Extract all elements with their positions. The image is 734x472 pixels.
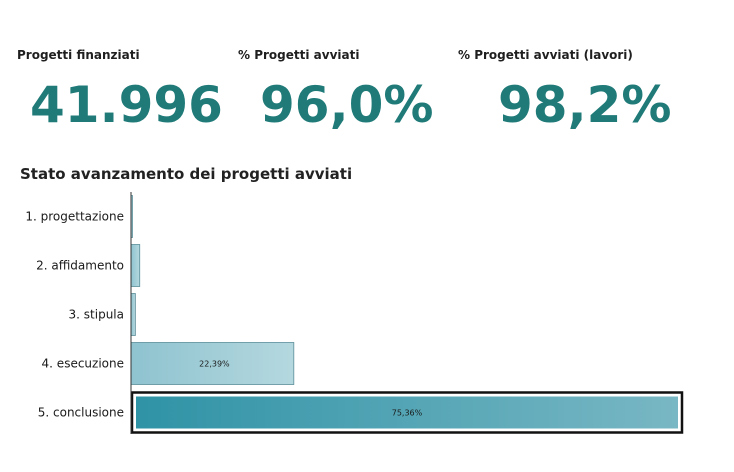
kpi-label: % Progetti avviati (lavori) xyxy=(458,48,633,62)
kpi-value: 98,2% xyxy=(498,76,672,134)
bar[interactable] xyxy=(130,342,295,385)
kpi-label: % Progetti avviati xyxy=(238,48,360,62)
data-label: 75,36% xyxy=(392,409,423,418)
kpi-progetti-avviati: % Progetti avviati 96,0% xyxy=(238,48,433,134)
kpi-progetti-avviati-lavori: % Progetti avviati (lavori) 98,2% xyxy=(458,48,671,134)
chart-title: Stato avanzamento dei progetti avviati xyxy=(20,165,353,183)
kpi-value: 96,0% xyxy=(260,76,434,134)
bar[interactable] xyxy=(136,396,678,429)
category-label: 2. affidamento xyxy=(36,259,124,273)
category-label: 4. esecuzione xyxy=(42,357,124,371)
kpi-label: Progetti finanziati xyxy=(17,48,140,62)
bar[interactable] xyxy=(130,293,136,336)
kpi-progetti-finanziati: Progetti finanziati 41.996 xyxy=(17,48,223,134)
category-label: 1. progettazione xyxy=(25,210,124,224)
category-label: 5. conclusione xyxy=(38,406,124,420)
data-label: 22,39% xyxy=(199,360,230,369)
bar[interactable] xyxy=(130,244,141,287)
kpi-value: 41.996 xyxy=(30,76,223,134)
category-label: 3. stipula xyxy=(69,308,124,322)
